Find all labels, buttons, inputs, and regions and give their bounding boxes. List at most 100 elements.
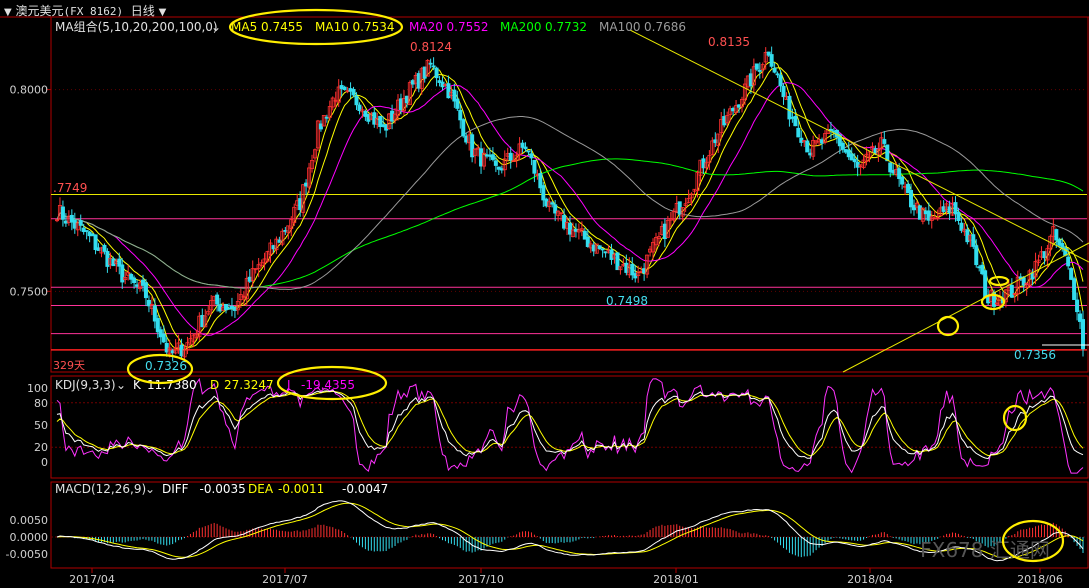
macd-y-tick: 0.0050 [10, 514, 49, 527]
candle-body [953, 202, 958, 215]
candle-body [653, 237, 658, 246]
ma-legend-ma100: MA100 [599, 20, 640, 34]
candle-body [310, 160, 315, 169]
candle-body [882, 139, 887, 144]
candle-body [787, 95, 792, 120]
candle-body [576, 229, 581, 233]
kdj-y-tick: 100 [27, 382, 48, 395]
candle-body [823, 133, 828, 143]
x-tick-label: 2017/04 [69, 573, 115, 586]
highlight-circle [1001, 519, 1065, 563]
candle-body [120, 264, 125, 283]
candle-body [1036, 259, 1041, 263]
price-annotation: 0.7326 [145, 359, 187, 373]
candle-body [378, 115, 383, 128]
macd-legend-value: -0.0011 [278, 482, 324, 496]
candle-body [235, 301, 240, 311]
candle-body [327, 106, 332, 118]
candle-body [763, 52, 768, 63]
candle-body [704, 162, 709, 169]
candle-body [203, 315, 208, 328]
candle-body [69, 214, 74, 223]
candle-body [1003, 289, 1008, 303]
candle-body [496, 166, 501, 170]
period-chevron-icon[interactable]: ▼ [158, 7, 167, 18]
candle-body [1072, 278, 1077, 300]
candle-body [514, 154, 519, 161]
candle-body [909, 189, 914, 208]
candle-body [342, 86, 347, 90]
candle-body [1009, 284, 1014, 298]
candle-body [562, 215, 567, 229]
symbol-dropdown-icon[interactable]: ▼ [4, 7, 12, 18]
candle-body [78, 220, 83, 226]
price-annotation: 0.7498 [606, 294, 648, 308]
candle-body [360, 109, 365, 113]
candle-body [123, 277, 128, 280]
candle-body [209, 300, 214, 311]
candle-body [182, 349, 187, 358]
kdj-d-line [56, 390, 1084, 457]
candle-body [357, 104, 362, 112]
candle-body [582, 230, 587, 240]
symbol-name: 澳元美元 [15, 4, 64, 18]
ma-legend-value: 0.7686 [644, 20, 686, 34]
candle-body [256, 264, 261, 269]
ma-indicator-name: MA组合(5,10,20,200,100,0) [55, 19, 218, 34]
candle-body [781, 85, 786, 98]
candle-body [473, 148, 478, 156]
candle-body [719, 118, 724, 134]
ma-legend-value: 0.7534 [353, 20, 395, 34]
candle-body [760, 64, 765, 71]
candle-body [152, 305, 157, 322]
candle-body [117, 258, 122, 267]
candle-body [734, 105, 739, 113]
kdj-legend-d: D [210, 378, 219, 392]
candle-body [805, 140, 810, 153]
highlight-circle [980, 293, 1006, 311]
highlight-circle [1002, 404, 1028, 432]
y-tick-label: 0.7500 [10, 285, 49, 298]
candle-body [870, 145, 875, 151]
candle-body [253, 268, 258, 271]
period-selector[interactable]: 日线 [130, 4, 155, 18]
macd-y-tick: -0.0050 [6, 548, 48, 561]
kdj-y-tick: 20 [34, 441, 48, 454]
candle-body [914, 202, 919, 208]
symbol-code: (FX 8162) [63, 5, 124, 18]
candle-body [559, 212, 564, 215]
candle-body [793, 115, 798, 127]
ma-legend-ma10: MA10 [315, 20, 349, 34]
candle-body [1075, 299, 1080, 313]
candle-body [244, 278, 249, 300]
highlight-circle [276, 365, 388, 401]
candle-body [452, 89, 457, 102]
candle-body [259, 262, 264, 266]
candle-body [920, 207, 925, 222]
candle-body [301, 184, 306, 213]
candle-body [541, 185, 546, 201]
candle-body [811, 140, 816, 157]
kdj-legend-value: -19.4355 [301, 378, 355, 392]
ma-line-ma100 [56, 116, 1084, 290]
candle-body [828, 128, 833, 131]
candle-body [665, 220, 670, 238]
candle-body [885, 144, 890, 162]
kdj-legend-j: J [286, 378, 291, 392]
candle-body [911, 204, 916, 211]
kdj-y-tick: 50 [34, 419, 48, 432]
ma-line-ma20 [56, 81, 1084, 336]
downtrend-line [629, 29, 1089, 263]
y-tick-label: 0.8000 [10, 84, 49, 97]
candle-body [146, 299, 151, 307]
candle-body [312, 149, 317, 159]
candle-body [867, 151, 872, 158]
symbol-header[interactable]: ▼ 澳元美元(FX 8162) 日线 ▼ [4, 2, 166, 19]
kdj-y-tick: 80 [34, 397, 48, 410]
candle-body [185, 342, 190, 351]
candle-body [861, 159, 866, 168]
candle-body [226, 307, 231, 310]
candle-body [446, 83, 451, 99]
